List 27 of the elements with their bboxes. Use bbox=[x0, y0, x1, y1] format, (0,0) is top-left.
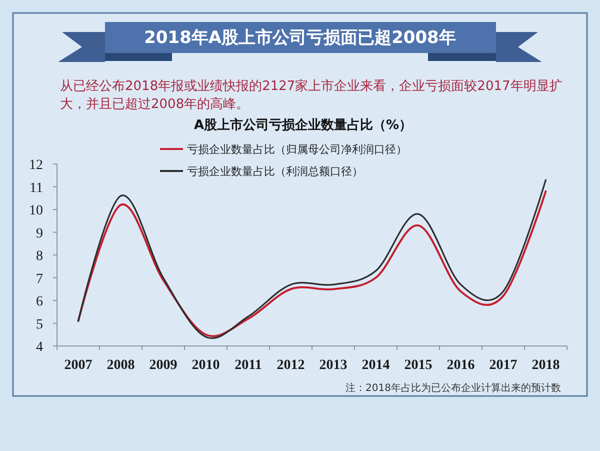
text: 注：2018年占比为已公布企业计算出来的预计数 bbox=[346, 382, 561, 394]
x-tick-label: 2009 bbox=[149, 358, 178, 373]
x-tick-label: 2018 bbox=[532, 358, 560, 373]
legend-label: 亏损企业数量占比（利润总额口径） bbox=[187, 165, 363, 178]
legend-label: 亏损企业数量占比（归属母公司净利润口径） bbox=[187, 143, 407, 156]
x-tick-label: 2017 bbox=[489, 358, 518, 373]
x-tick-label: 2011 bbox=[234, 358, 262, 373]
x-tick-label: 2008 bbox=[106, 358, 135, 373]
chart-title: 2018年A股上市公司亏损面已超2008年 bbox=[144, 28, 456, 48]
x-tick-label: 2012 bbox=[276, 358, 305, 373]
x-tick-label: 2010 bbox=[192, 358, 220, 373]
text: A股上市公司亏损企业数量占比（%） bbox=[194, 117, 412, 133]
x-tick-label: 2013 bbox=[319, 358, 348, 373]
x-tick-label: 2016 bbox=[446, 358, 475, 373]
y-tick-label: 12 bbox=[29, 158, 43, 173]
y-tick-label: 6 bbox=[36, 294, 43, 310]
x-tick-label: 2007 bbox=[64, 358, 92, 373]
y-tick-label: 10 bbox=[29, 204, 43, 218]
y-tick-label: 11 bbox=[30, 180, 43, 196]
y-tick-label: 9 bbox=[36, 226, 43, 242]
y-tick-label: 8 bbox=[36, 249, 43, 264]
y-tick-label: 7 bbox=[36, 272, 43, 287]
y-tick-label: 5 bbox=[36, 317, 43, 332]
y-tick-label: 4 bbox=[36, 340, 43, 355]
x-tick-label: 2015 bbox=[404, 358, 432, 373]
chart-subtitle: 从已经公布2018年报或业绩快报的2127家上市企业来看，企业亏损面较2017年明显扩大，并且已超过2008年的高峰。 bbox=[60, 78, 562, 112]
x-tick-label: 2014 bbox=[362, 358, 390, 373]
